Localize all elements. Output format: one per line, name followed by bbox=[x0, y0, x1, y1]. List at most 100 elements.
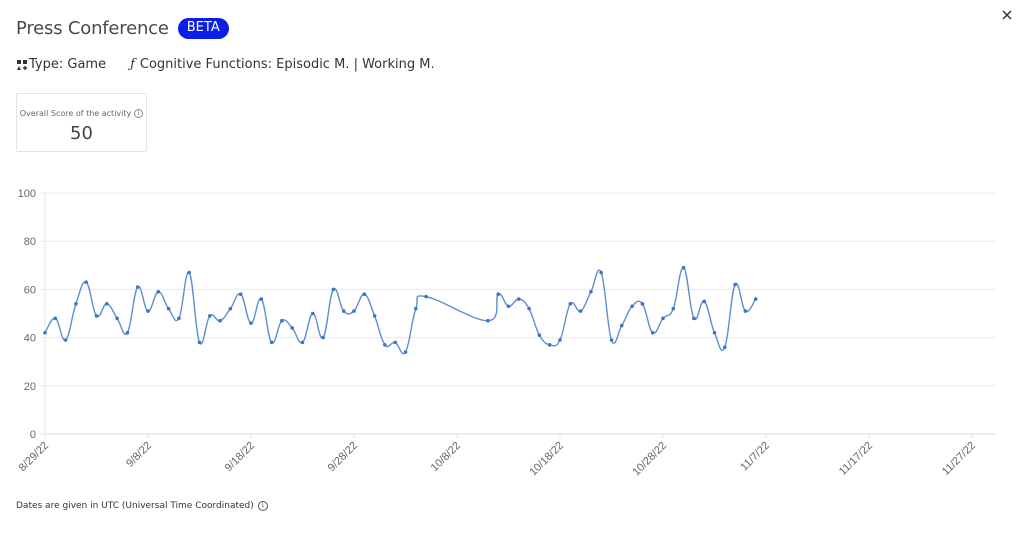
y-tick-label: 60 bbox=[24, 284, 36, 296]
data-point bbox=[135, 285, 140, 289]
score-line bbox=[44, 267, 757, 355]
x-tick-label: 11/7/22 bbox=[738, 440, 772, 474]
data-point bbox=[486, 318, 490, 323]
data-point bbox=[414, 306, 418, 311]
data-point bbox=[372, 314, 377, 318]
activity-type: Type: Game bbox=[16, 57, 106, 72]
data-point bbox=[568, 302, 573, 306]
data-point bbox=[208, 314, 212, 318]
data-point bbox=[630, 304, 634, 309]
data-point bbox=[187, 270, 191, 275]
y-tick-label: 80 bbox=[24, 236, 36, 248]
data-point bbox=[424, 294, 428, 299]
cognitive-functions: ƒ Cognitive Functions: Episodic M. | Wor… bbox=[130, 57, 435, 72]
data-point bbox=[506, 304, 511, 309]
data-point bbox=[84, 280, 88, 284]
utc-note: Dates are given in UTC (Universal Time C… bbox=[16, 501, 268, 511]
data-point bbox=[753, 297, 758, 301]
x-tick-label: 10/18/22 bbox=[527, 440, 566, 479]
data-point bbox=[620, 323, 624, 328]
info-icon[interactable]: i bbox=[134, 109, 144, 118]
data-point bbox=[269, 340, 274, 345]
data-point bbox=[166, 306, 171, 311]
close-button[interactable] bbox=[998, 6, 1016, 24]
y-tick-label: 40 bbox=[24, 333, 36, 345]
data-point bbox=[115, 316, 119, 321]
data-point bbox=[53, 316, 58, 321]
data-point bbox=[537, 333, 542, 337]
header: Press Conference BETA bbox=[16, 18, 229, 39]
x-tick-label: 11/17/22 bbox=[837, 440, 875, 478]
x-tick-label: 10/28/22 bbox=[630, 440, 669, 479]
data-point bbox=[290, 326, 295, 330]
data-point bbox=[650, 330, 655, 335]
data-point bbox=[238, 292, 243, 297]
data-point bbox=[517, 297, 521, 301]
data-point bbox=[692, 316, 696, 321]
data-point bbox=[74, 302, 78, 306]
data-point bbox=[743, 309, 748, 313]
data-point bbox=[125, 330, 130, 335]
data-point bbox=[681, 265, 686, 270]
beta-badge: BETA bbox=[177, 18, 229, 39]
score-line-chart: 0 20 40 60 80 100 8/29/22 9/8/22 9/18/22 9/28/22 1… bbox=[17, 188, 996, 479]
data-point bbox=[723, 345, 727, 350]
function-icon: ƒ bbox=[130, 57, 135, 72]
data-point bbox=[712, 330, 717, 335]
data-point bbox=[403, 350, 408, 354]
data-point bbox=[599, 270, 603, 275]
data-point bbox=[311, 311, 315, 316]
y-tick-label: 100 bbox=[18, 188, 36, 200]
data-point bbox=[362, 292, 367, 297]
data-point bbox=[558, 338, 562, 342]
data-point bbox=[640, 302, 645, 306]
cognitive-functions-label: Cognitive Functions: Episodic M. | Worki… bbox=[139, 57, 435, 72]
data-point bbox=[393, 340, 398, 345]
x-tick-label: 9/28/22 bbox=[326, 440, 360, 474]
data-point bbox=[341, 309, 346, 313]
data-point bbox=[105, 302, 109, 306]
utc-note-text: Dates are given in UTC (Universal Time C… bbox=[16, 501, 254, 511]
data-point bbox=[383, 343, 387, 347]
data-point bbox=[702, 299, 706, 304]
y-tick-label: 20 bbox=[24, 381, 36, 393]
data-point bbox=[496, 292, 501, 297]
data-point bbox=[218, 318, 222, 323]
close-icon bbox=[1002, 10, 1012, 20]
data-point bbox=[259, 297, 264, 301]
data-point bbox=[547, 343, 552, 347]
data-point bbox=[94, 314, 99, 318]
activity-meta: Type: Game ƒ Cognitive Functions: Episod… bbox=[16, 57, 435, 72]
data-point bbox=[249, 321, 253, 325]
y-tick-label: 0 bbox=[30, 429, 36, 441]
data-point bbox=[321, 335, 325, 340]
data-point bbox=[352, 309, 356, 313]
data-point bbox=[156, 290, 161, 294]
score-label: Overall Score of the activity bbox=[19, 109, 132, 118]
score-label-row: Overall Score of the activity i bbox=[17, 109, 146, 118]
info-icon[interactable]: i bbox=[257, 501, 268, 511]
data-point bbox=[671, 306, 676, 311]
data-point bbox=[609, 338, 614, 342]
x-tick-label: 10/8/22 bbox=[429, 440, 463, 474]
activity-type-label: Type: Game bbox=[29, 57, 107, 72]
overall-score-card: Overall Score of the activity i 50 bbox=[16, 93, 147, 152]
game-grid-icon bbox=[17, 59, 27, 70]
data-point bbox=[733, 282, 737, 287]
score-value: 50 bbox=[70, 123, 93, 144]
data-point bbox=[578, 309, 583, 313]
x-tick-label: 8/29/22 bbox=[17, 440, 51, 474]
data-point bbox=[300, 340, 305, 345]
data-point bbox=[589, 290, 593, 294]
data-point bbox=[527, 306, 531, 311]
data-point bbox=[280, 318, 284, 323]
data-point bbox=[197, 340, 202, 345]
data-point bbox=[331, 287, 336, 292]
x-tick-label: 11/27/22 bbox=[940, 440, 978, 478]
data-point bbox=[661, 316, 665, 321]
data-point bbox=[43, 330, 47, 335]
x-tick-label: 9/18/22 bbox=[223, 440, 257, 474]
data-point bbox=[146, 309, 150, 313]
x-tick-label: 9/8/22 bbox=[124, 440, 154, 470]
data-point bbox=[228, 306, 233, 311]
